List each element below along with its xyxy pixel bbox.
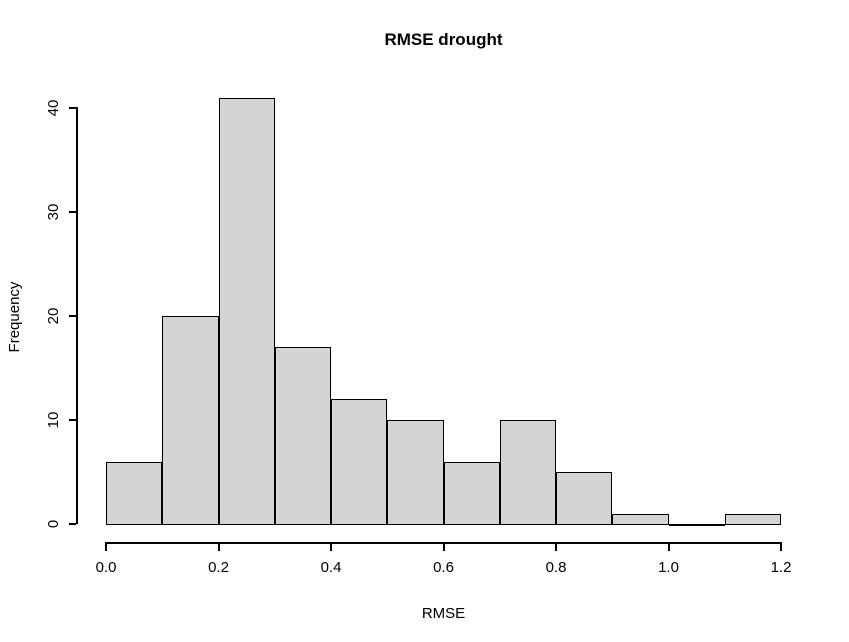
- y-tick-label: 30: [45, 203, 62, 221]
- y-tick-label: 0: [45, 519, 62, 529]
- histogram-bar: [218, 98, 275, 525]
- x-tick: [555, 544, 557, 551]
- histogram-bar: [499, 420, 556, 525]
- histogram-bar: [106, 462, 163, 525]
- y-axis-line: [76, 107, 78, 524]
- histogram-bar: [724, 514, 781, 525]
- y-tick: [69, 315, 76, 317]
- x-tick-label: 0.4: [320, 559, 342, 576]
- x-axis-label: RMSE: [421, 605, 466, 622]
- y-tick: [69, 419, 76, 421]
- histogram-bar: [162, 316, 219, 525]
- histogram-bar: [612, 514, 669, 525]
- histogram-bar: [387, 420, 444, 525]
- chart-title: RMSE drought: [384, 30, 503, 49]
- x-tick: [330, 544, 332, 551]
- y-tick-label: 40: [45, 99, 62, 117]
- y-tick: [69, 523, 76, 525]
- x-axis-line: [105, 542, 782, 544]
- histogram-bar: [668, 524, 725, 526]
- x-tick: [667, 544, 670, 551]
- x-tick: [105, 544, 107, 551]
- histogram-bar: [331, 399, 388, 525]
- x-tick-label: 0.0: [95, 559, 117, 576]
- y-tick: [69, 107, 76, 109]
- y-tick: [69, 211, 76, 213]
- x-tick: [217, 544, 220, 551]
- y-tick-label: 10: [45, 411, 62, 429]
- y-tick-label: 20: [45, 307, 62, 325]
- histogram-bar: [274, 347, 331, 525]
- x-tick-label: 0.8: [545, 559, 567, 576]
- x-tick-label: 1.2: [770, 559, 792, 576]
- histogram-bar: [556, 472, 613, 525]
- x-tick-label: 0.2: [208, 559, 229, 576]
- histogram-bar: [443, 462, 500, 525]
- x-tick: [780, 544, 782, 551]
- x-tick: [442, 544, 445, 551]
- x-tick-label: 1.0: [658, 559, 679, 576]
- x-tick-label: 0.6: [433, 559, 454, 576]
- y-axis-label: Frequency: [6, 281, 23, 353]
